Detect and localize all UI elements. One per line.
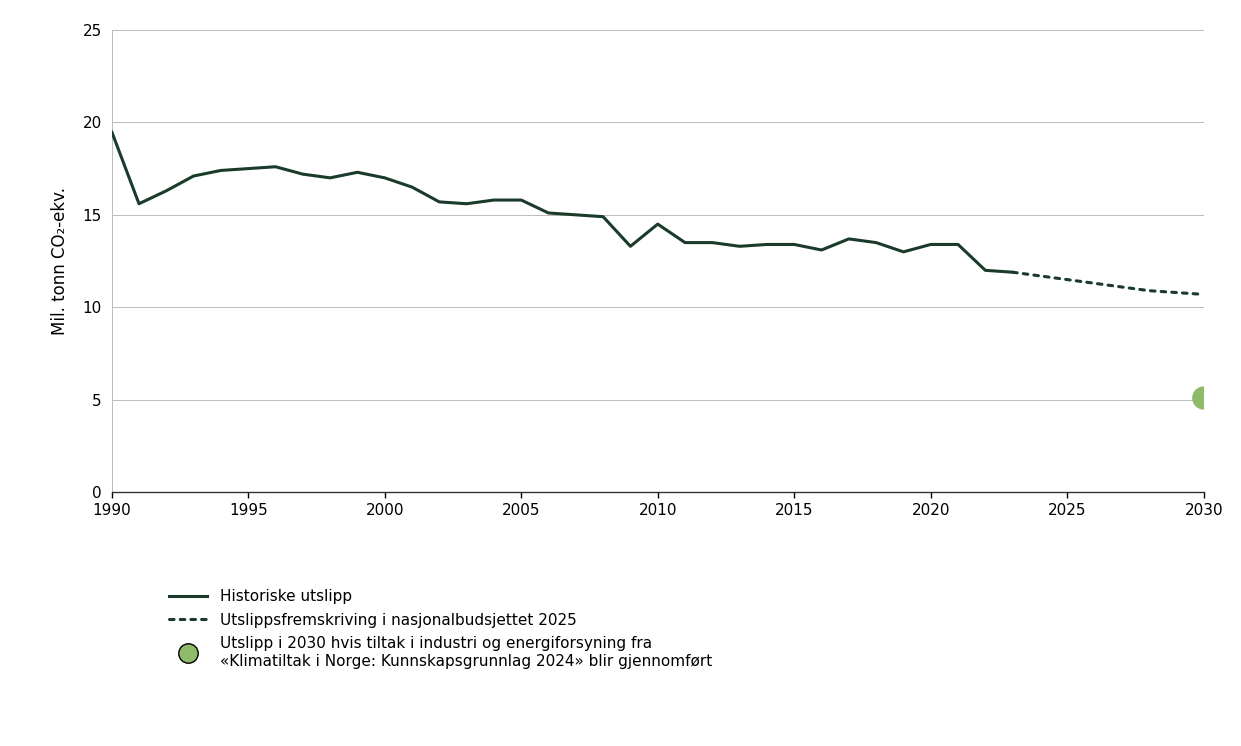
Point bbox=[1194, 392, 1214, 404]
Legend: Historiske utslipp, Utslippsfremskriving i nasjonalbudsjettet 2025, Utslipp i 20: Historiske utslipp, Utslippsfremskriving… bbox=[163, 583, 717, 674]
Y-axis label: Mil. tonn CO₂-ekv.: Mil. tonn CO₂-ekv. bbox=[51, 187, 68, 335]
